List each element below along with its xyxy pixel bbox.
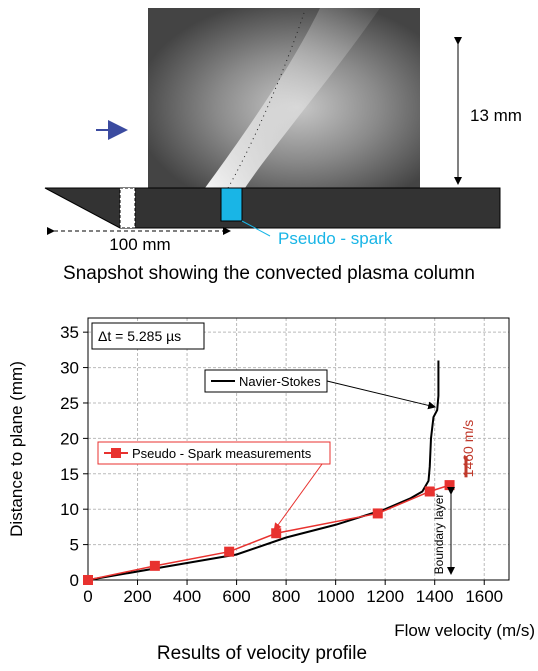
legend-leader xyxy=(273,452,331,532)
chart-caption: Results of velocity profile xyxy=(157,643,367,664)
plasma-glow xyxy=(205,8,380,188)
y-tick-label: 15 xyxy=(60,465,79,484)
x-tick-label: 1600 xyxy=(465,587,503,606)
time-annotation: Δt = 5.285 µs xyxy=(98,328,181,344)
data-point xyxy=(224,546,235,557)
snapshot: 13 mm 100 mm Pseudo - spark Snapshot sho… xyxy=(44,8,522,284)
plasma-column xyxy=(227,9,306,189)
x-tick-label: 200 xyxy=(123,587,151,606)
x-tick-label: 1200 xyxy=(366,587,404,606)
boundary-annotation: Boundary layer xyxy=(432,494,446,575)
data-point xyxy=(444,480,455,491)
y-tick-label: 35 xyxy=(60,323,79,342)
legend-box xyxy=(97,441,331,465)
y-tick-label: 30 xyxy=(60,359,79,378)
annotation-box xyxy=(91,322,205,350)
x-tick-label: 600 xyxy=(222,587,250,606)
y-tick-label: 20 xyxy=(60,429,79,448)
legend-leader xyxy=(326,380,437,410)
snapshot-caption: Snapshot showing the convected plasma co… xyxy=(63,263,475,284)
spark-label: Pseudo - spark xyxy=(278,229,393,248)
data-point xyxy=(271,528,282,539)
y-axis-label: Distance to plane (mm) xyxy=(7,361,26,537)
legend-label: Navier-Stokes xyxy=(239,374,321,389)
x-axis-label: Flow velocity (m/s) xyxy=(394,621,535,640)
plate xyxy=(44,187,501,229)
length-label: 100 mm xyxy=(109,235,170,254)
legend-marker xyxy=(111,448,121,458)
data-point xyxy=(83,575,93,585)
legend-box xyxy=(204,369,328,393)
plot-frame xyxy=(87,317,510,581)
height-label: 13 mm xyxy=(470,106,522,125)
legend-label: Pseudo - Spark measurements xyxy=(132,446,312,461)
data-point xyxy=(424,486,435,497)
spark-probe xyxy=(220,187,243,222)
y-tick-label: 25 xyxy=(60,394,79,413)
plate-gap xyxy=(119,187,136,229)
spark-leader xyxy=(241,220,271,237)
x-tick-label: 1400 xyxy=(416,587,454,606)
y-tick-label: 10 xyxy=(60,500,79,519)
x-tick-label: 800 xyxy=(272,587,300,606)
series-line xyxy=(87,360,440,581)
x-tick-label: 0 xyxy=(83,587,92,606)
velocity-annotation: 1460 m/s xyxy=(460,420,476,478)
data-point xyxy=(149,560,160,571)
y-tick-label: 5 xyxy=(70,536,79,555)
chart: 0 200 400 600 800 1000 1200 1400 1600 0 5 10 15 20 25 3… xyxy=(7,317,535,664)
data-point xyxy=(372,508,383,519)
x-tick-label: 1000 xyxy=(317,587,355,606)
y-tick-label: 0 xyxy=(70,571,79,590)
x-tick-label: 400 xyxy=(173,587,201,606)
